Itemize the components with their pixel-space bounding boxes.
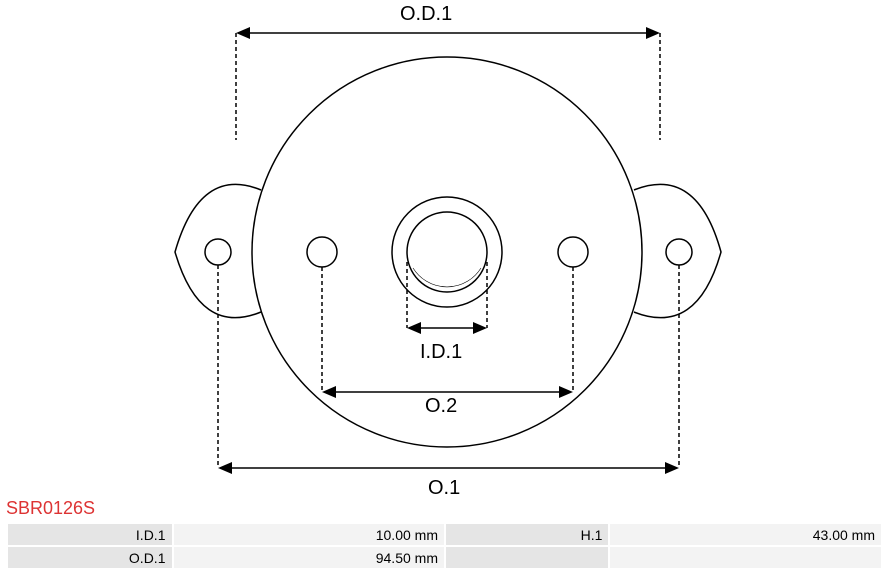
o2-arrow-left	[322, 386, 336, 398]
table-row: I.D.1 10.00 mm H.1 43.00 mm	[7, 523, 882, 546]
od1-arrow-left	[236, 27, 250, 39]
spec-label	[445, 546, 609, 569]
o1-label: O.1	[428, 477, 460, 499]
part-number: SBR0126S	[6, 498, 95, 519]
small-hole-left	[307, 237, 337, 267]
o2-label: O.2	[425, 395, 457, 417]
hub-inner	[407, 212, 487, 292]
spec-value	[609, 546, 882, 569]
spec-label: H.1	[445, 523, 609, 546]
id1-arrow-left	[407, 322, 421, 334]
spec-value: 94.50 mm	[173, 546, 445, 569]
spec-table: I.D.1 10.00 mm H.1 43.00 mm O.D.1 94.50 …	[6, 522, 883, 570]
spec-label: I.D.1	[7, 523, 173, 546]
id1-arrow-right	[473, 322, 487, 334]
ear-right	[634, 184, 721, 317]
spec-label: O.D.1	[7, 546, 173, 569]
id1-label: I.D.1	[420, 341, 462, 363]
technical-diagram: O.D.1 I.D.1 O.2 O.1	[0, 0, 889, 500]
small-hole-right	[558, 237, 588, 267]
o1-arrow-right	[665, 462, 679, 474]
od1-arrow-right	[646, 27, 660, 39]
ear-hole-right	[666, 239, 692, 265]
ear-hole-left	[205, 239, 231, 265]
o2-arrow-right	[559, 386, 573, 398]
o1-arrow-left	[218, 462, 232, 474]
table-row: O.D.1 94.50 mm	[7, 546, 882, 569]
ear-left	[175, 184, 261, 317]
spec-value: 10.00 mm	[173, 523, 445, 546]
hub-outer	[392, 197, 502, 307]
spec-value: 43.00 mm	[609, 523, 882, 546]
od1-label: O.D.1	[400, 3, 452, 25]
body-circle	[252, 57, 642, 447]
